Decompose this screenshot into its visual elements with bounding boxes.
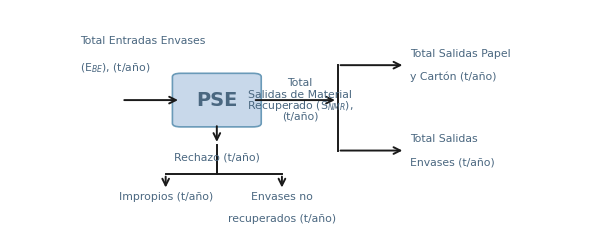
Text: Rechazo (t/año): Rechazo (t/año)	[174, 152, 260, 163]
Text: Impropios (t/año): Impropios (t/año)	[119, 192, 213, 202]
Text: Total Entradas Envases: Total Entradas Envases	[80, 36, 205, 46]
Text: Total: Total	[287, 78, 313, 88]
Text: PSE: PSE	[196, 91, 238, 110]
Text: Salidas de Material: Salidas de Material	[248, 89, 352, 100]
Text: Total Salidas: Total Salidas	[410, 134, 478, 144]
Text: Envases (t/año): Envases (t/año)	[410, 157, 494, 167]
Text: y Cartón (t/año): y Cartón (t/año)	[410, 72, 496, 82]
FancyBboxPatch shape	[172, 73, 261, 127]
Text: Envases no: Envases no	[251, 192, 313, 202]
Text: Recuperado (S$_{NMR}$),: Recuperado (S$_{NMR}$),	[247, 99, 353, 113]
Text: (t/año): (t/año)	[281, 112, 318, 122]
Text: recuperados (t/año): recuperados (t/año)	[228, 214, 336, 224]
Text: (E$_{BE}$), (t/año): (E$_{BE}$), (t/año)	[80, 61, 150, 75]
Text: Total Salidas Papel: Total Salidas Papel	[410, 49, 511, 58]
